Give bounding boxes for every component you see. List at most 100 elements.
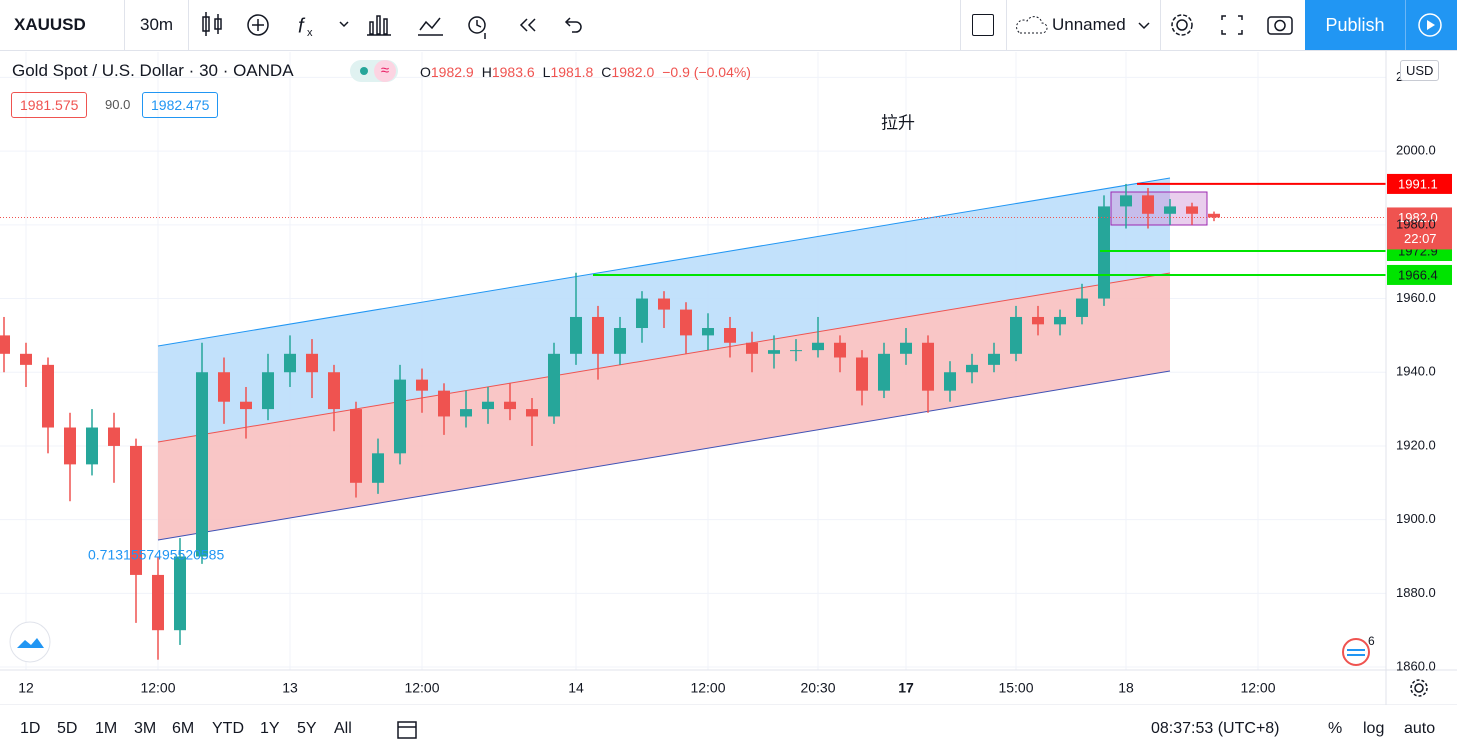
templates-button[interactable] <box>367 15 391 36</box>
candle-body <box>1208 213 1220 218</box>
alert-button[interactable] <box>468 16 486 39</box>
compare-button[interactable] <box>418 17 443 36</box>
x-tick-label: 18 <box>1118 680 1134 696</box>
range-button[interactable]: 1M <box>95 720 118 737</box>
add-button[interactable] <box>247 14 269 36</box>
candle-body <box>812 342 824 351</box>
range-button[interactable]: 3M <box>134 720 157 737</box>
candle-body <box>240 401 252 410</box>
ratio-label: 0.7131557495520585 <box>88 547 224 563</box>
candle-body <box>724 328 736 343</box>
range-button[interactable]: 1Y <box>260 720 280 737</box>
candle-body <box>152 574 164 631</box>
spread: 90.0 <box>105 97 131 112</box>
y-tick-label: 1980.0 <box>1396 216 1436 231</box>
candle-body <box>1186 206 1198 214</box>
candle-body <box>966 364 978 373</box>
ohlc-label: C <box>601 64 612 80</box>
ask-button[interactable]: 1982.475 <box>142 92 219 118</box>
x-tick-label: 12:00 <box>690 680 725 696</box>
status-dot <box>360 67 368 75</box>
candle-body <box>482 401 494 410</box>
candle-body <box>262 372 274 410</box>
candle-body <box>350 409 362 483</box>
candle-body <box>658 298 670 310</box>
goto-date-icon[interactable] <box>396 718 420 740</box>
undo-button[interactable] <box>564 17 582 33</box>
candle-body <box>944 372 956 391</box>
range-button[interactable]: 5Y <box>297 720 317 737</box>
candle-body <box>900 342 912 354</box>
candle-body <box>1076 298 1088 317</box>
range-button[interactable]: 1D <box>20 720 41 737</box>
candle-body <box>196 372 208 557</box>
svg-text:f: f <box>298 15 306 37</box>
candle-body <box>746 342 758 354</box>
alerts-icon[interactable] <box>1342 638 1370 666</box>
candle-type-button[interactable] <box>202 12 222 36</box>
last-price-label: 1982.0 <box>1398 210 1438 225</box>
interval[interactable]: 30m <box>140 15 174 34</box>
candle-body <box>86 427 98 465</box>
settings-gear[interactable] <box>1410 679 1428 697</box>
y-tick-label: 1900.0 <box>1396 511 1436 526</box>
checkbox[interactable] <box>972 14 994 36</box>
range-button[interactable]: 6M <box>172 720 195 737</box>
level-label: 1966.4 <box>1398 267 1438 282</box>
range-button[interactable]: 5D <box>57 720 78 737</box>
replay-button[interactable] <box>519 18 536 32</box>
candle-body <box>416 379 428 391</box>
candle-body <box>108 427 120 446</box>
range-button[interactable]: All <box>334 720 352 737</box>
alerts-badge: 6 <box>1368 634 1375 648</box>
layout-name[interactable]: Unnamed <box>1052 15 1126 34</box>
x-tick-label: 12:00 <box>404 680 439 696</box>
candle-body <box>394 379 406 454</box>
cloud-icon <box>1016 16 1048 34</box>
candle-body <box>1098 206 1110 299</box>
candle-body <box>526 409 538 417</box>
candle-body <box>0 335 10 354</box>
ohlc-legend: O1982.9 H1983.6 L1981.8 C1982.0 −0.9 (−0.04%… <box>420 64 751 80</box>
candle-body <box>636 298 648 329</box>
candle-body <box>570 316 582 354</box>
scale-option[interactable]: auto <box>1404 720 1436 737</box>
symbol[interactable]: XAUUSD <box>14 15 86 34</box>
settings-button[interactable] <box>1171 14 1193 36</box>
dropdown-icon[interactable] <box>1136 20 1152 32</box>
candle-body <box>218 372 230 402</box>
candle-body <box>64 427 76 465</box>
y-tick-label: 1880.0 <box>1396 585 1436 600</box>
fullscreen-button[interactable] <box>1221 15 1243 35</box>
toolbar <box>0 0 1457 51</box>
publish-button[interactable]: Publish <box>1305 0 1405 50</box>
logo[interactable] <box>9 621 51 663</box>
currency-label[interactable]: USD <box>1400 60 1440 81</box>
candle-body <box>504 401 516 410</box>
candle-body <box>438 390 450 417</box>
annotation: 拉升 <box>881 113 915 132</box>
toolbar-right-icons <box>1171 14 1293 36</box>
ohlc-label: O <box>420 64 431 80</box>
ohlc-label: L <box>542 64 551 80</box>
play-icon <box>1418 13 1442 37</box>
candle-body <box>614 328 626 354</box>
x-tick-label: 12:00 <box>1240 680 1275 696</box>
bid-button[interactable]: 1981.575 <box>11 92 88 118</box>
y-tick-label: 1960.0 <box>1396 290 1436 305</box>
candle-body <box>878 353 890 391</box>
candle-body <box>372 453 384 483</box>
candle-body <box>1142 195 1154 214</box>
play-button[interactable] <box>1405 0 1457 50</box>
range-button[interactable]: YTD <box>212 720 244 737</box>
candle-body <box>1120 195 1132 207</box>
scale-option[interactable]: log <box>1363 720 1385 737</box>
candle-body <box>790 350 802 352</box>
scale-option[interactable]: % <box>1328 720 1343 737</box>
x-tick-label: 14 <box>568 680 584 696</box>
snapshot-button[interactable] <box>1267 16 1293 35</box>
candle-body <box>592 316 604 354</box>
status-pill[interactable]: ≈ <box>350 60 398 82</box>
